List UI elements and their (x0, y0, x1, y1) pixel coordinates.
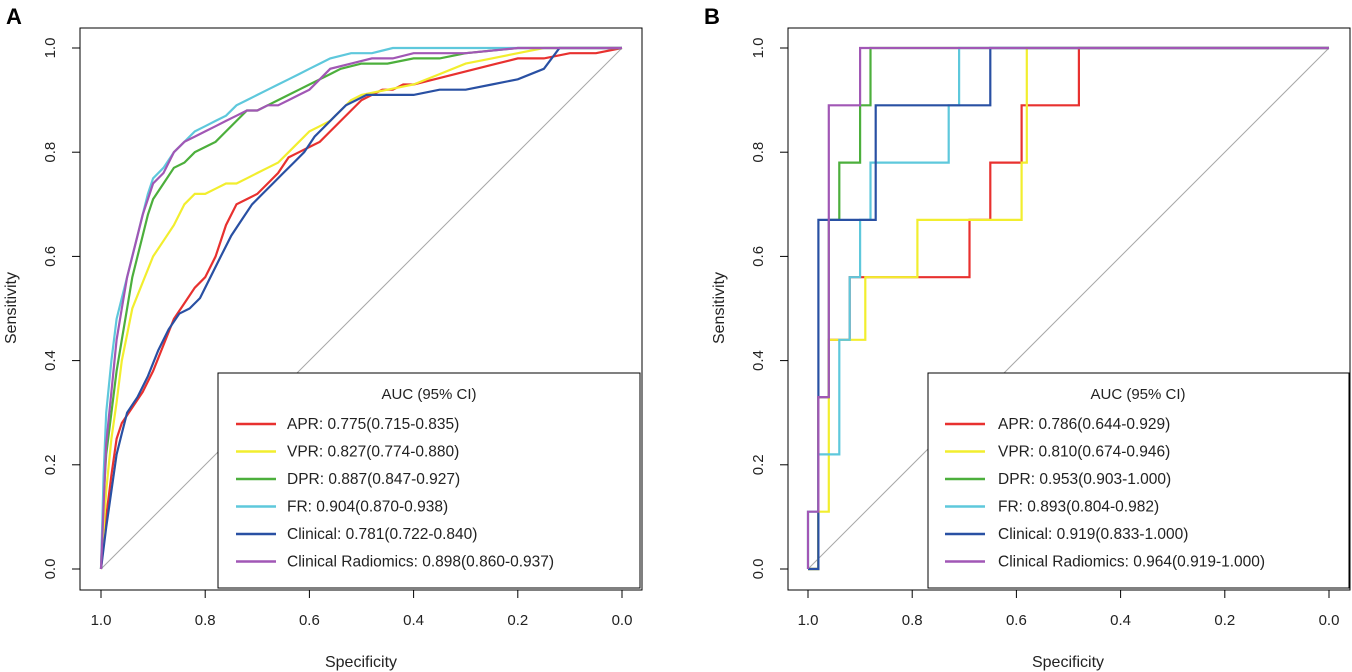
panel-a-legend: AUC (95% CI) APR: 0.775(0.715-0.835) VPR:… (217, 372, 641, 589)
panel-b-diagonal (807, 47, 1330, 570)
panel-b-y-tick-label: 0.6 (750, 246, 767, 267)
panel-letter-a: A (6, 4, 22, 29)
panel-b-y-tick-label: 0.8 (750, 142, 767, 163)
panel-b-legend-label-vpr: VPR: 0.810(0.674-0.946) (998, 444, 1170, 461)
panel-a-y-tick-label: 0.4 (42, 350, 59, 371)
panel-b-legend-box (927, 372, 1350, 589)
panel-b-x-tick-label: 1.0 (798, 612, 819, 629)
panel-a-y-axis: 0.0 0.2 0.4 0.6 0.8 1.0 (42, 38, 81, 580)
panel-a-legend-label-vpr: VPR: 0.827(0.774-0.880) (287, 444, 459, 461)
panel-b-x-tick-label: 0.6 (1006, 612, 1027, 629)
panel-b-x-tick-label: 0.4 (1110, 612, 1131, 629)
panel-a: A 1.0 0.8 0.6 0.4 0.2 0.0 0.00.20.40.60.81.0 … (3, 4, 643, 671)
panel-a-series-line-apr (99, 46, 623, 570)
panel-b-y-tick-label: 0.4 (750, 350, 767, 371)
panel-b-y-axis: 0.0 0.2 0.4 0.6 0.8 1.0 (750, 38, 789, 580)
panel-a-y-tick-label: 0.8 (42, 142, 59, 163)
panel-a-legend-auc-vpr: 0.827(0.774-0.880) (327, 444, 459, 461)
panel-a-legend-label-dpr: DPR: 0.887(0.847-0.927) (287, 471, 460, 488)
panel-a-y-tick-label: 0.2 (42, 454, 59, 475)
panel-b-legend-title: AUC (95% CI) (1090, 386, 1185, 403)
panel-b: B 1.0 0.8 0.6 0.4 0.2 0.0 0.00.20.40.60.81.0 … (704, 4, 1351, 671)
panel-letter-b: B (704, 4, 720, 29)
panel-a-legend-auc-clinical: 0.781(0.722-0.840) (346, 526, 478, 543)
panel-a-x-tick-label: 1.0 (91, 612, 112, 629)
panel-a-legend-entries: APR: 0.775(0.715-0.835) VPR: 0.827(0.774-… (236, 416, 554, 571)
panel-a-y-tick-label: 0.6 (42, 246, 59, 267)
panel-a-x-tick-label: 0.2 (507, 612, 528, 629)
panel-a-y-axis-title: Sensitivity (3, 272, 20, 344)
panel-a-legend-auc-clinical-radiomics: 0.898(0.860-0.937) (422, 554, 554, 571)
panel-a-legend-auc-apr: 0.775(0.715-0.835) (327, 416, 459, 433)
panel-b-y-tick-label: 1.0 (750, 38, 767, 59)
panel-a-legend-label-apr: APR: 0.775(0.715-0.835) (287, 416, 459, 433)
panel-a-legend-label-clinical: Clinical: 0.781(0.722-0.840) (287, 526, 477, 543)
panel-a-x-axis: 1.0 0.8 0.6 0.4 0.2 0.0 (91, 589, 633, 629)
panel-b-legend-auc-vpr: 0.810(0.674-0.946) (1038, 444, 1170, 461)
panel-b-x-axis: 1.0 0.8 0.6 0.4 0.2 0.0 (798, 589, 1340, 629)
panel-b-legend-label-clinical: Clinical: 0.919(0.833-1.000) (998, 526, 1188, 543)
panel-a-x-tick-label: 0.4 (403, 612, 424, 629)
panel-a-series-line-dpr (99, 46, 622, 570)
panel-b-reference-diagonal (807, 47, 1330, 570)
panel-b-legend-auc-clinical: 0.919(0.833-1.000) (1057, 526, 1189, 543)
panel-a-legend-label-fr: FR: 0.904(0.870-0.938) (287, 499, 448, 516)
panel-b-x-axis-title: Specificity (1032, 654, 1104, 671)
panel-b-legend: AUC (95% CI) APR: 0.786(0.644-0.929) VPR:… (927, 372, 1350, 589)
panel-a-x-axis-title: Specificity (325, 654, 397, 671)
panel-a-reference-diagonal (100, 47, 623, 570)
panel-a-series-line-clinical-radiomics (99, 46, 622, 570)
panel-b-legend-entries: APR: 0.786(0.644-0.929) VPR: 0.810(0.674-… (945, 416, 1265, 571)
panel-a-y-tick-label: 1.0 (42, 38, 59, 59)
panel-b-series (806, 46, 1329, 571)
panel-a-legend-label-clinical-radiomics: Clinical Radiomics: 0.898(0.860-0.937) (287, 554, 554, 571)
panel-b-legend-label-fr: FR: 0.893(0.804-0.982) (998, 499, 1159, 516)
panel-b-y-tick-label: 0.0 (750, 559, 767, 580)
panel-a-series (99, 46, 623, 570)
panel-b-legend-auc-apr: 0.786(0.644-0.929) (1038, 416, 1170, 433)
panel-a-diagonal (100, 47, 623, 570)
panel-a-legend-auc-fr: 0.904(0.870-0.938) (316, 499, 448, 516)
panel-b-x-tick-label: 0.0 (1319, 612, 1340, 629)
panel-a-series-line-clinical (99, 46, 622, 570)
panel-a-series-line-vpr (99, 46, 622, 570)
panel-b-x-tick-label: 0.8 (902, 612, 923, 629)
panel-b-series-line-vpr (808, 46, 1329, 571)
panel-b-legend-label-dpr: DPR: 0.953(0.903-1.000) (998, 471, 1171, 488)
panel-a-legend-title: AUC (95% CI) (381, 386, 476, 403)
panel-b-y-axis-title: Sensitivity (711, 272, 728, 344)
panel-b-y-tick-label: 0.2 (750, 454, 767, 475)
panel-b-legend-label-apr: APR: 0.786(0.644-0.929) (998, 416, 1170, 433)
panel-a-x-tick-label: 0.8 (195, 612, 216, 629)
panel-b-legend-label-clinical-radiomics: Clinical Radiomics: 0.964(0.919-1.000) (998, 554, 1265, 571)
panel-a-y-tick-label: 0.0 (42, 559, 59, 580)
panel-a-x-tick-label: 0.6 (299, 612, 320, 629)
panel-a-x-tick-label: 0.0 (612, 612, 633, 629)
panel-b-legend-auc-fr: 0.893(0.804-0.982) (1027, 499, 1159, 516)
panel-a-legend-box (217, 372, 641, 589)
panel-b-legend-auc-dpr: 0.953(0.903-1.000) (1039, 471, 1171, 488)
panel-a-legend-auc-dpr: 0.887(0.847-0.927) (328, 471, 460, 488)
panel-b-x-tick-label: 0.2 (1214, 612, 1235, 629)
panel-b-series-line-clinical-radiomics (806, 46, 1329, 569)
panel-b-legend-auc-clinical-radiomics: 0.964(0.919-1.000) (1133, 554, 1265, 571)
